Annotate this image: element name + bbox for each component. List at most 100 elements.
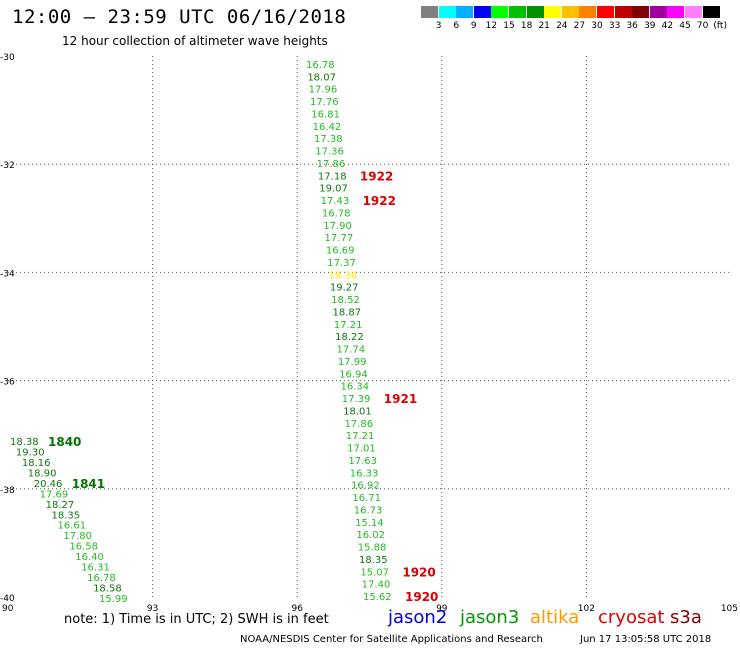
- wave-height-value: 17.76: [310, 97, 339, 108]
- longitude-label: 96: [291, 604, 303, 614]
- colorbar-swatch: [667, 6, 685, 18]
- wave-height-value: 17.77: [325, 233, 354, 244]
- page-subtitle: 12 hour collection of altimeter wave hei…: [62, 34, 328, 48]
- wave-height-value: 15.88: [358, 543, 387, 554]
- wave-height-value: 17.99: [338, 357, 367, 368]
- wave-height-value: 16.40: [75, 552, 104, 563]
- wave-height-value: 17.37: [327, 258, 356, 269]
- pass-time-label: 1922: [360, 169, 393, 183]
- wave-height-value: 15.99: [99, 594, 128, 605]
- colorbar-swatch: [456, 6, 474, 18]
- colorbar-swatch: [649, 6, 667, 18]
- colorbar-swatch: [438, 6, 456, 18]
- colorbar-swatch: [632, 6, 650, 18]
- wave-height-value: 15.62: [363, 592, 392, 603]
- wave-height-value: 18.52: [331, 295, 360, 306]
- altimeter-tracks: 16.7818.0717.9617.7616.8116.4217.3817.36…: [10, 60, 392, 605]
- colorbar-label: 24: [556, 21, 568, 31]
- wave-height-value: 16.69: [326, 246, 355, 257]
- longitude-label: 99: [436, 604, 448, 614]
- wave-height-value: 18.90: [28, 468, 57, 479]
- wave-height-value: 17.96: [309, 85, 338, 96]
- wave-height-value: 17.38: [314, 134, 343, 145]
- wave-height-value: 18.07: [307, 72, 336, 83]
- colorbar-label: 45: [679, 21, 691, 31]
- colorbar-swatch: [473, 6, 491, 18]
- colorbar-label: 36: [626, 21, 638, 31]
- wave-height-value: 17.39: [342, 394, 371, 405]
- wave-height-value: 18.22: [335, 332, 364, 343]
- pass-time-label: 1920: [405, 590, 438, 604]
- wave-height-value: 18.36: [329, 270, 358, 281]
- satellite-cryosat: cryosat: [598, 607, 665, 628]
- colorbar-label: 15: [503, 21, 515, 31]
- wave-height-value: 18.87: [333, 307, 362, 318]
- wave-height-value: 17.86: [317, 159, 346, 170]
- wave-height-value: 19.30: [16, 447, 45, 458]
- colorbar-label: 21: [538, 21, 550, 31]
- wave-height-value: 18.38: [10, 437, 39, 448]
- latitude-label: -40: [0, 594, 15, 604]
- latitude-label: -34: [0, 269, 15, 279]
- wave-height-value: 15.07: [360, 567, 389, 578]
- generated-timestamp: Jun 17 13:05:58 UTC 2018: [580, 634, 712, 645]
- wave-height-value: 16.73: [354, 505, 383, 516]
- wave-height-value: 15.14: [355, 518, 384, 529]
- lat-lon-grid: [8, 56, 731, 597]
- colorbar-label: (ft): [713, 21, 727, 31]
- colorbar-swatch: [685, 6, 702, 18]
- wave-height-value: 18.35: [359, 555, 388, 566]
- pass-time-label: 1920: [402, 565, 435, 579]
- wave-height-value: 17.80: [63, 531, 92, 542]
- satellite-jason3: jason3: [460, 607, 520, 628]
- wave-height-value: 16.61: [57, 521, 86, 532]
- wave-height-value: 17.74: [336, 345, 365, 356]
- latitude-label: -30: [0, 53, 15, 63]
- colorbar-swatch: [526, 6, 544, 18]
- wave-height-value: 16.02: [356, 530, 385, 541]
- longitude-label: 93: [147, 604, 158, 614]
- credit-line: NOAA/NESDIS Center for Satellite Applica…: [240, 634, 543, 645]
- wave-height-value: 17.21: [346, 431, 375, 442]
- wave-height-value: 20.46: [34, 479, 63, 490]
- colorbar-label: 18: [520, 21, 533, 31]
- latitude-label: -32: [0, 161, 15, 171]
- wave-height-value: 16.78: [306, 60, 335, 71]
- wave-height-value: 17.18: [318, 171, 347, 182]
- colorbar-swatch: [597, 6, 614, 18]
- pass-time-label: 1840: [48, 435, 81, 449]
- colorbar-swatch: [614, 6, 632, 18]
- wave-height-value: 16.42: [313, 122, 342, 133]
- colorbar-label: 27: [573, 21, 586, 31]
- wave-height-value: 17.43: [321, 196, 350, 207]
- colorbar-label: 9: [470, 21, 477, 31]
- wave-height-value: 17.36: [315, 147, 344, 158]
- colorbar-label: 42: [661, 21, 674, 31]
- footer-note: note: 1) Time is in UTC; 2) SWH is in fe…: [64, 612, 329, 627]
- colorbar-label: 39: [644, 21, 656, 31]
- longitude-label: 102: [578, 604, 595, 614]
- wave-height-value: 17.21: [334, 320, 363, 331]
- wave-height-value: 16.94: [339, 369, 368, 380]
- colorbar-label: 33: [608, 21, 621, 31]
- wave-height-value: 16.33: [350, 468, 379, 479]
- wave-height-value: 19.27: [330, 283, 359, 294]
- page-title: 12:00 – 23:59 UTC 06/16/2018: [12, 6, 347, 28]
- colorbar-swatch: [544, 6, 562, 18]
- wave-height-value: 16.71: [352, 493, 381, 504]
- wave-height-value: 16.78: [87, 573, 116, 584]
- latitude-label: -38: [0, 486, 15, 496]
- wave-height-value: 18.58: [93, 584, 122, 595]
- wave-height-value: 16.81: [311, 109, 340, 120]
- colorbar-swatch: [509, 6, 526, 18]
- colorbar-label: 12: [485, 21, 498, 31]
- colorbar-swatch: [702, 6, 720, 18]
- wave-height-value: 18.35: [52, 510, 81, 521]
- wave-height-value: 17.86: [344, 419, 373, 430]
- satellite-s3a: s3a: [670, 607, 702, 628]
- colorbar-label: 6: [453, 21, 460, 31]
- longitude-label: 90: [2, 604, 14, 614]
- wave-height-value: 16.31: [81, 563, 110, 574]
